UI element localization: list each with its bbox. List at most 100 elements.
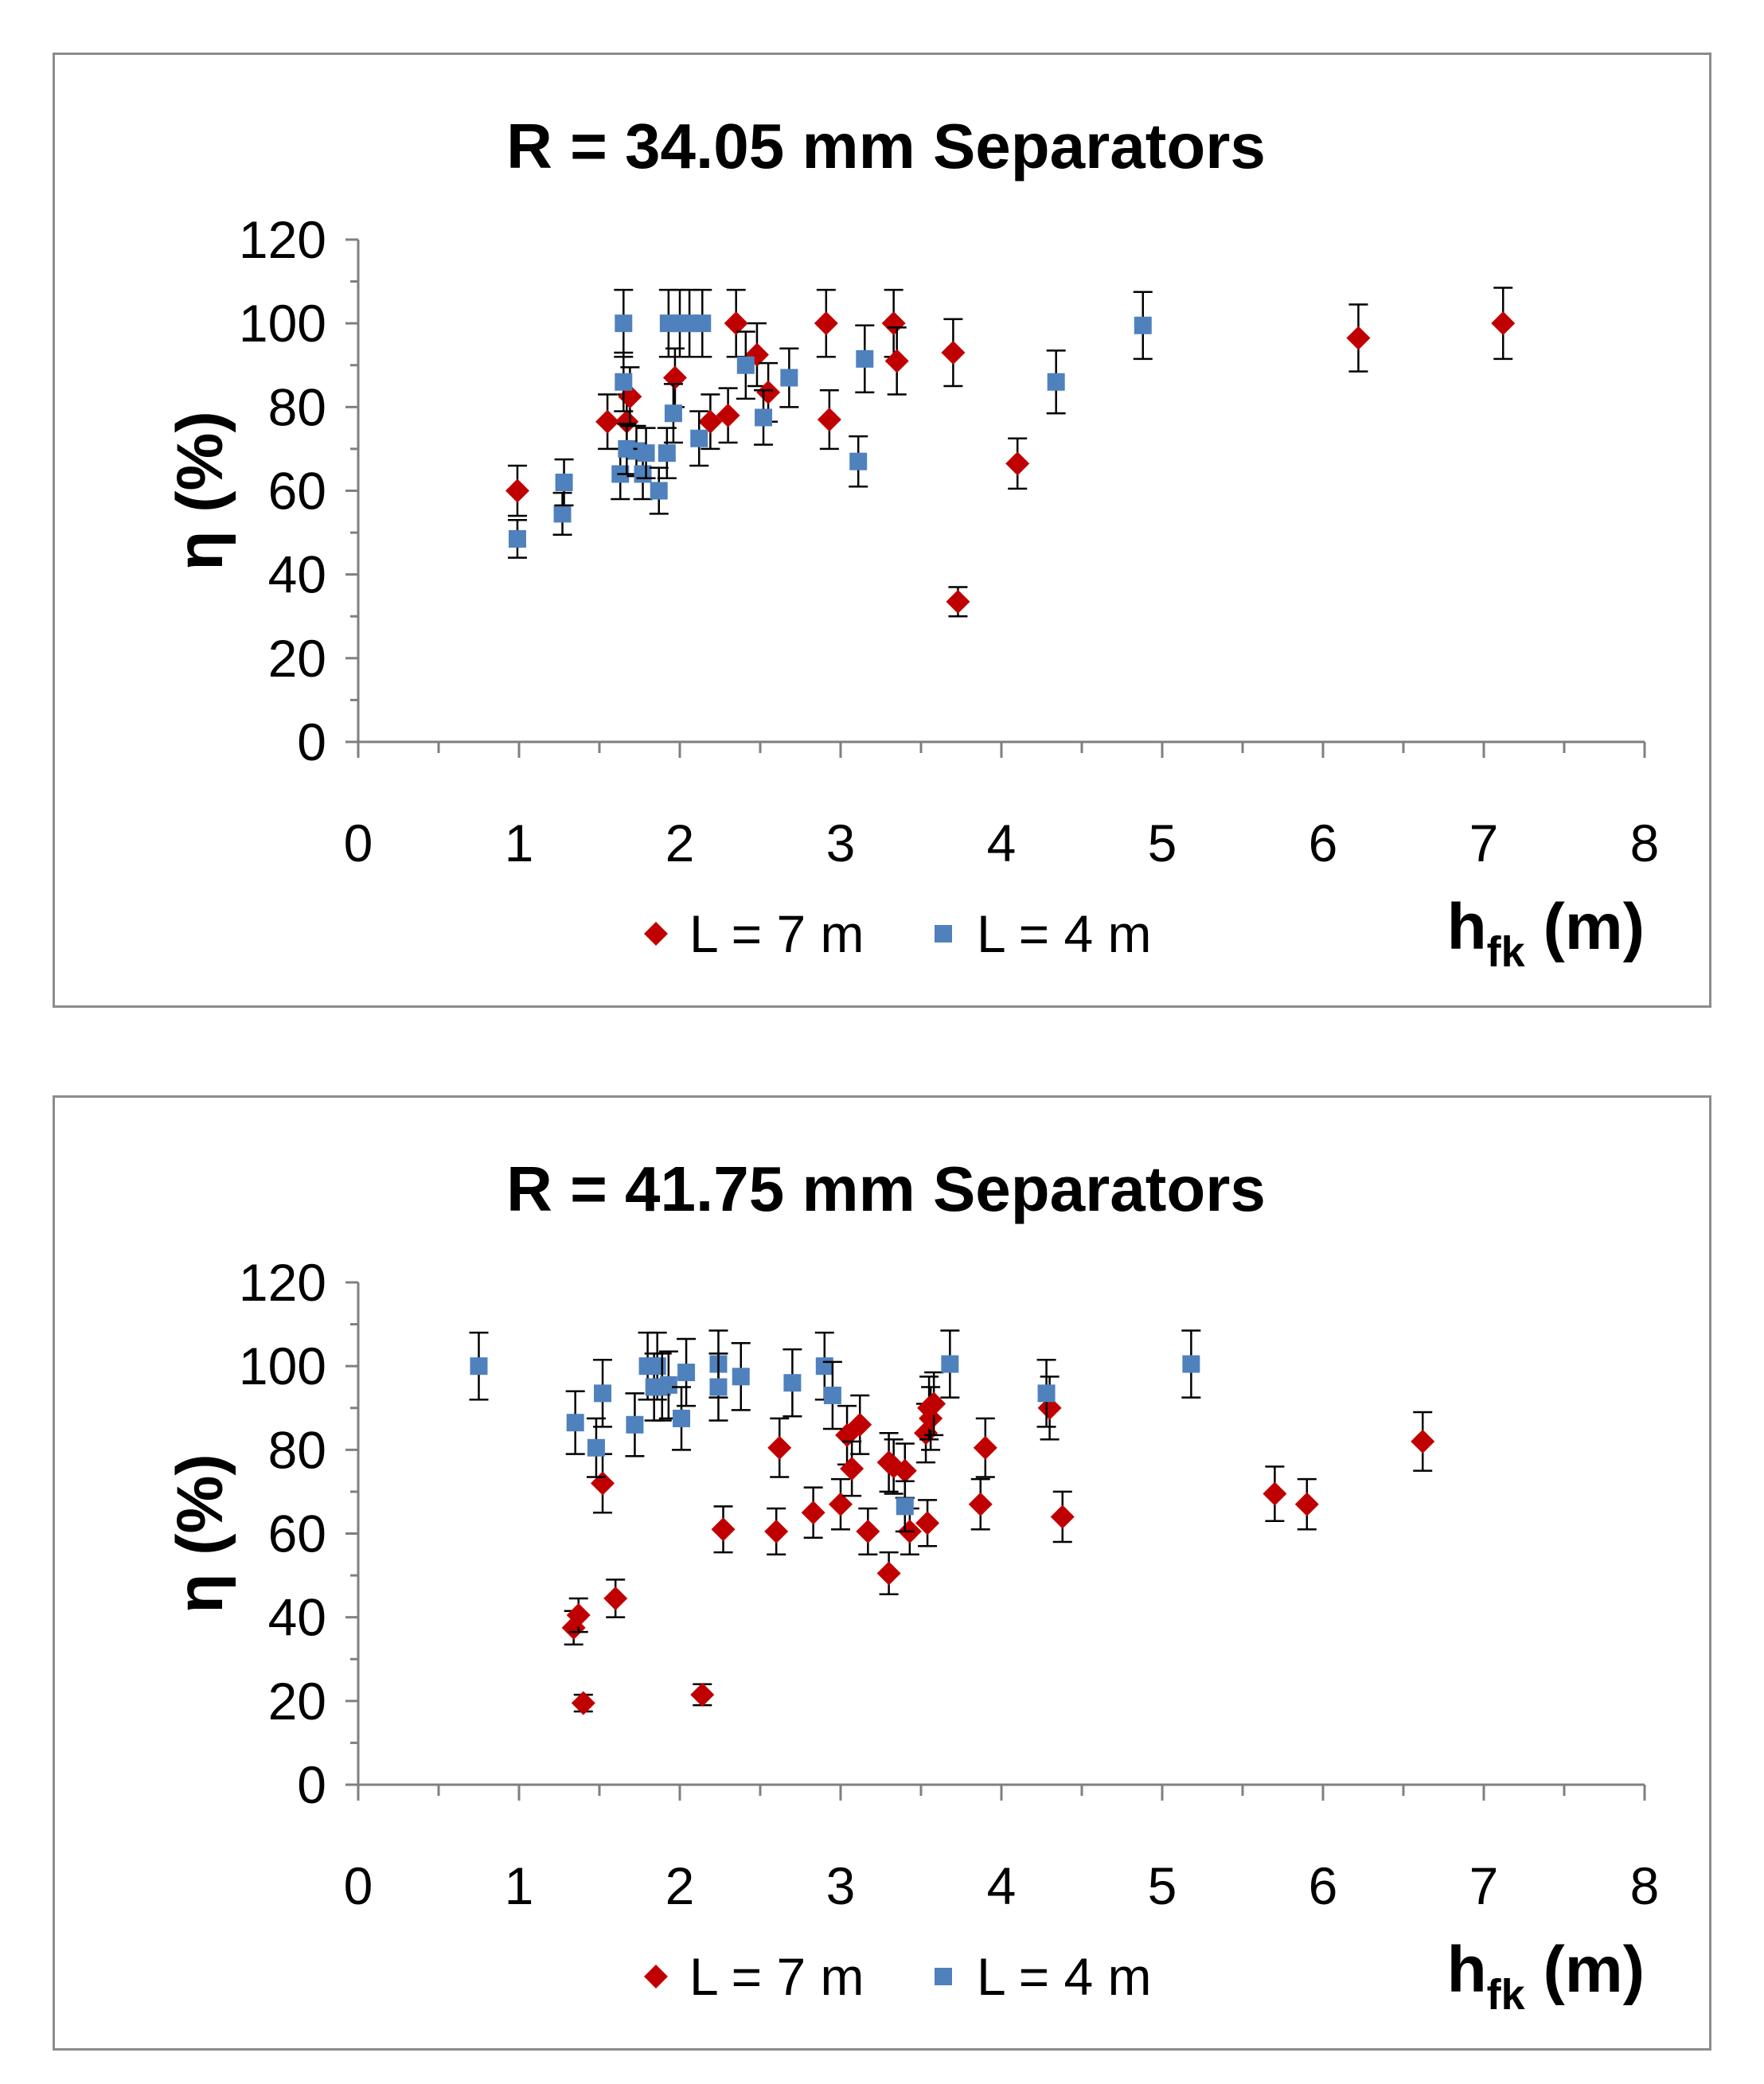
data-point-diamond	[848, 1412, 872, 1437]
data-point-square	[615, 373, 633, 391]
data-point-square	[648, 1357, 666, 1376]
y-tick-label: 120	[239, 210, 326, 269]
chart-panel-top: R = 34.05 mm Separators η (%) 0 20 40 60 80 100…	[53, 53, 1711, 1008]
y-tick-label: 40	[268, 545, 326, 604]
x-tick-label: 4	[987, 814, 1017, 872]
x-tick-label: 8	[1630, 1856, 1660, 1915]
data-point-diamond	[756, 380, 781, 404]
data-point-square	[823, 1386, 841, 1404]
data-point-square	[732, 1368, 750, 1386]
y-tick-label: 100	[239, 1337, 326, 1395]
x-tick-label: 5	[1148, 814, 1177, 872]
data-point-square	[508, 529, 526, 548]
y-tick-label: 80	[268, 1420, 326, 1479]
legend: L = 7 m L = 4 m	[644, 1947, 1152, 2006]
data-point-square	[673, 1409, 691, 1427]
data-point-diamond	[1294, 1492, 1319, 1516]
data-point-diamond	[662, 365, 687, 390]
x-tick-label: 6	[1309, 1856, 1338, 1915]
legend-marker	[935, 925, 952, 942]
data-point-diamond	[881, 1454, 906, 1479]
data-point-square	[693, 314, 712, 333]
data-point-diamond	[1411, 1429, 1435, 1454]
data-point-square	[849, 452, 868, 470]
data-point-square	[555, 473, 573, 491]
series-l7	[561, 1371, 1435, 1715]
data-point-diamond	[892, 1458, 917, 1483]
y-axis-label: η (%)	[164, 411, 236, 570]
data-point-diamond	[840, 1456, 864, 1481]
data-point-square	[658, 444, 676, 462]
data-point-square	[470, 1357, 488, 1376]
y-axis-label: η (%)	[164, 1454, 236, 1613]
data-point-square	[1037, 1384, 1056, 1403]
data-point-diamond	[724, 311, 748, 336]
data-point-diamond	[603, 1586, 628, 1611]
series-l7	[505, 287, 1516, 618]
data-point-diamond	[591, 1471, 615, 1496]
x-tick-label: 3	[826, 1856, 856, 1915]
data-point-diamond	[690, 1682, 715, 1707]
x-tick-label: 7	[1469, 1856, 1499, 1915]
legend-label: L = 7 m	[689, 1947, 864, 2006]
data-point-square	[1182, 1355, 1200, 1373]
data-point-diamond	[505, 478, 529, 503]
x-tick-label: 2	[665, 814, 695, 872]
data-point-diamond	[817, 408, 841, 432]
data-point-square	[634, 465, 652, 483]
data-point-diamond	[1346, 326, 1371, 350]
data-point-diamond	[764, 1519, 789, 1543]
data-point-diamond	[566, 1603, 591, 1628]
data-point-square	[566, 1414, 584, 1432]
data-point-square	[815, 1357, 833, 1376]
data-point-square	[659, 1376, 677, 1394]
data-point-square	[626, 1415, 644, 1434]
data-point-square	[587, 1438, 605, 1457]
data-point-diamond	[1005, 451, 1030, 476]
data-point-diamond	[922, 1391, 946, 1416]
y-tick-label: 0	[297, 1755, 326, 1814]
data-point-square	[755, 408, 773, 427]
data-point-square	[664, 404, 682, 423]
y-tick-label: 120	[239, 1253, 326, 1312]
data-point-square	[783, 1374, 802, 1392]
legend-marker	[644, 922, 668, 946]
y-tick-label: 100	[239, 294, 326, 353]
legend-label: L = 7 m	[689, 904, 864, 963]
data-point-diamond	[829, 1492, 853, 1516]
data-point-square	[896, 1497, 914, 1516]
data-point-square	[650, 482, 668, 500]
data-point-diamond	[615, 409, 639, 434]
data-point-diamond	[711, 1517, 736, 1542]
x-tick-label: 0	[344, 1856, 373, 1915]
data-point-square	[1047, 373, 1065, 391]
series-l4	[469, 1329, 1201, 1533]
y-tick-label: 20	[268, 629, 326, 688]
data-point-diamond	[595, 409, 620, 434]
data-point-diamond	[814, 311, 838, 336]
x-tick-label: 1	[505, 814, 534, 872]
data-point-diamond	[884, 349, 909, 373]
legend-label: L = 4 m	[977, 1947, 1152, 2006]
data-point-diamond	[698, 409, 723, 434]
x-axis-label: hfk (m)	[1447, 1934, 1645, 2019]
data-point-diamond	[801, 1501, 825, 1525]
data-point-square	[856, 349, 874, 368]
data-point-diamond	[1050, 1504, 1075, 1529]
y-tick-label: 20	[268, 1672, 326, 1731]
x-axis-label: hfk (m)	[1447, 891, 1645, 976]
data-point-square	[780, 369, 798, 387]
data-point-square	[690, 429, 708, 447]
x-tick-label: 8	[1630, 814, 1660, 872]
legend-label: L = 4 m	[977, 904, 1152, 963]
y-tick-label: 0	[297, 712, 326, 771]
data-point-diamond	[941, 340, 966, 365]
data-point-square	[594, 1384, 612, 1403]
x-tick-label: 3	[826, 814, 856, 872]
x-tick-label: 6	[1309, 814, 1338, 872]
data-point-square	[637, 444, 655, 462]
data-point-square	[941, 1355, 959, 1373]
x-tick-label: 7	[1469, 814, 1499, 872]
